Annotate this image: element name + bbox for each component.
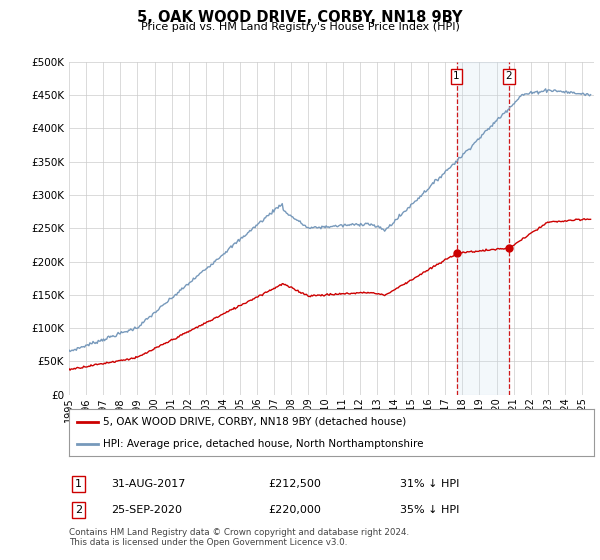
Text: 2: 2 (506, 71, 512, 81)
Text: £220,000: £220,000 (269, 505, 322, 515)
Text: HPI: Average price, detached house, North Northamptonshire: HPI: Average price, detached house, Nort… (103, 438, 424, 449)
Text: 5, OAK WOOD DRIVE, CORBY, NN18 9BY: 5, OAK WOOD DRIVE, CORBY, NN18 9BY (137, 10, 463, 25)
Text: 2: 2 (75, 505, 82, 515)
Text: £212,500: £212,500 (269, 479, 322, 489)
Text: 35% ↓ HPI: 35% ↓ HPI (400, 505, 459, 515)
Text: Price paid vs. HM Land Registry's House Price Index (HPI): Price paid vs. HM Land Registry's House … (140, 22, 460, 32)
Bar (457, 62, 509, 395)
Text: 1: 1 (453, 71, 460, 81)
Text: 5, OAK WOOD DRIVE, CORBY, NN18 9BY (detached house): 5, OAK WOOD DRIVE, CORBY, NN18 9BY (deta… (103, 417, 406, 427)
Text: 25-SEP-2020: 25-SEP-2020 (111, 505, 182, 515)
Text: 1: 1 (75, 479, 82, 489)
Text: 31-AUG-2017: 31-AUG-2017 (111, 479, 185, 489)
Text: 31% ↓ HPI: 31% ↓ HPI (400, 479, 459, 489)
Text: Contains HM Land Registry data © Crown copyright and database right 2024.
This d: Contains HM Land Registry data © Crown c… (69, 528, 409, 547)
